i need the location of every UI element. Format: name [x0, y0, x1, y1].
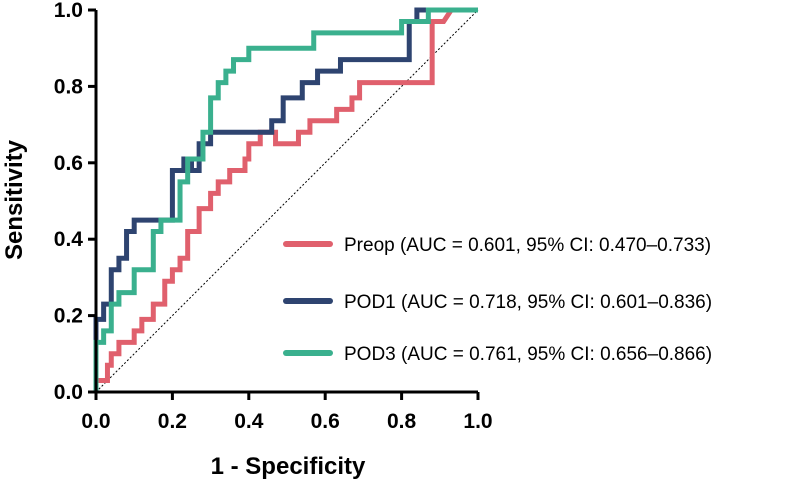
series-line-1: [93, 7, 478, 392]
plot-area: [93, 7, 479, 393]
y-tick-label: 0.4: [54, 228, 84, 251]
series-line-2: [93, 7, 478, 392]
legend-label-0: Preop (AUC = 0.601, 95% CI: 0.470–0.733): [344, 235, 711, 256]
x-tick-label: 1.0: [463, 410, 492, 433]
series-line-0: [93, 7, 478, 392]
legend: Preop (AUC = 0.601, 95% CI: 0.470–0.733)…: [283, 235, 712, 365]
y-axis-title: Sensitivity: [1, 139, 28, 260]
x-tick-label: 0.0: [81, 410, 110, 433]
y-tick-label: 0.6: [54, 152, 83, 175]
x-tick-label: 0.2: [158, 410, 187, 433]
legend-label-2: POD3 (AUC = 0.761, 95% CI: 0.656–0.866): [344, 344, 712, 365]
x-axis-title: 1 - Specificity: [211, 453, 366, 480]
tick-labels: 0.0 0.2 0.4 0.6 0.8 1.0 0.0 0.2 0.4 0.6 0.8 1.0: [54, 0, 493, 433]
legend-label-1: POD1 (AUC = 0.718, 95% CI: 0.601–0.836): [344, 292, 712, 313]
y-tick-label: 1.0: [54, 0, 83, 22]
x-tick-label: 0.8: [387, 410, 417, 433]
x-tick-label: 0.6: [311, 410, 340, 433]
y-tick-label: 0.8: [54, 75, 84, 98]
axes: [88, 8, 480, 400]
y-tick-label: 0.2: [54, 305, 83, 328]
x-tick-label: 0.4: [234, 410, 264, 433]
y-tick-label: 0.0: [54, 381, 83, 404]
reference-diagonal-line: [95, 9, 479, 393]
